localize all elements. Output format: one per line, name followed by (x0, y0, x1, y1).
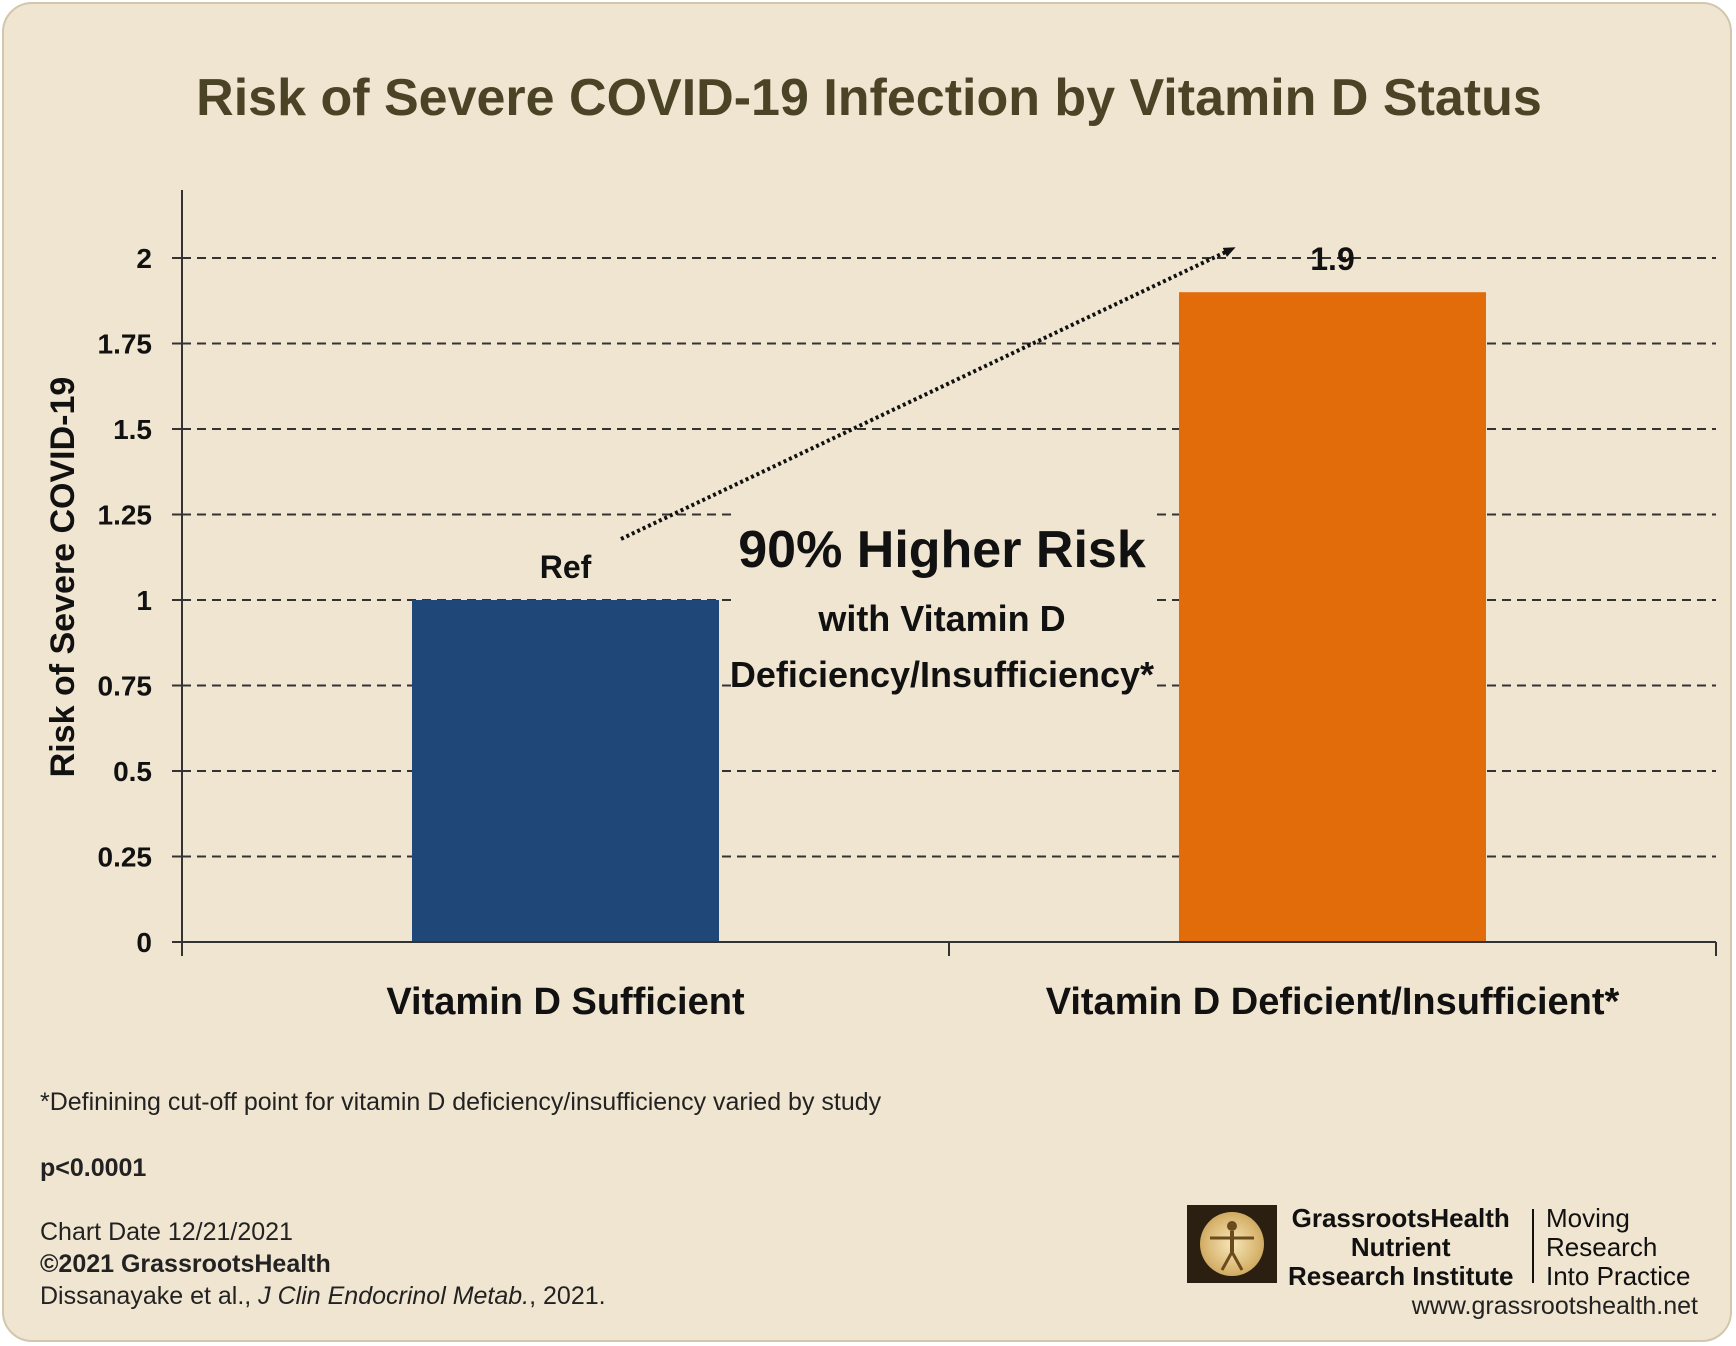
citation-year: , 2021. (529, 1282, 606, 1310)
citation-authors: Dissanayake et al., (40, 1282, 259, 1310)
vitruvian-logo-icon (1187, 1205, 1277, 1283)
copyright: ©2021 GrassrootsHealth (40, 1250, 331, 1278)
bar (412, 600, 719, 942)
labels: 0 0.25 0.5 0.75 1 1.25 1.5 1.75 2 Ref Vitamin D Su… (98, 241, 1620, 1023)
y-tick-label: 0.5 (113, 756, 152, 787)
brand-tagline: Moving Research Into Practice (1546, 1204, 1691, 1291)
annotation-background (732, 504, 1152, 709)
annotation-line-2: Deficiency/Insufficiency* (730, 654, 1154, 695)
bars (412, 292, 1486, 942)
brand-name: GrassrootsHealth Nutrient Research Insti… (1288, 1204, 1513, 1291)
footnote: *Definining cut-off point for vitamin D … (40, 1088, 882, 1116)
bar (1179, 292, 1486, 942)
annotation-backdrop (732, 504, 1152, 709)
brand-divider (1532, 1209, 1534, 1283)
tagline-line-1: Moving (1546, 1203, 1630, 1233)
tagline-line-2: Research (1546, 1232, 1658, 1262)
y-axis-label: Risk of Severe COVID-19 (44, 377, 82, 778)
brand-line-2: Nutrient (1350, 1232, 1451, 1262)
y-tick-label: 1.25 (98, 500, 153, 531)
annotation-line-1: with Vitamin D (817, 598, 1065, 639)
y-tick-label: 2 (136, 243, 152, 274)
p-value: p<0.0001 (40, 1154, 147, 1182)
y-tick-label: 0 (136, 927, 152, 958)
trend-arrow (620, 247, 1236, 541)
data-label: Ref (540, 549, 592, 585)
axes (172, 190, 1717, 956)
y-tick-label: 0.25 (98, 842, 153, 873)
y-tick-label: 1.75 (98, 329, 153, 360)
annotation-headline: 90% Higher Risk (738, 521, 1146, 579)
brand-line-1: GrassrootsHealth (1291, 1203, 1510, 1233)
y-tick-label: 0.75 (98, 671, 153, 702)
chart: Risk of Severe COVID-19 Infection by Vit… (44, 69, 1717, 1023)
chart-date: Chart Date 12/21/2021 (40, 1218, 293, 1246)
chart-title: Risk of Severe COVID-19 Infection by Vit… (196, 69, 1542, 127)
citation: Dissanayake et al., J Clin Endocrinol Me… (40, 1282, 606, 1311)
x-category-label: Vitamin D Sufficient (386, 981, 745, 1023)
website-url[interactable]: www.grassrootshealth.net (1411, 1292, 1698, 1320)
tagline-line-3: Into Practice (1546, 1261, 1691, 1291)
data-label: 1.9 (1310, 241, 1354, 277)
citation-journal: J Clin Endocrinol Metab. (258, 1282, 530, 1310)
brand-line-3: Research Institute (1288, 1261, 1514, 1291)
annotation: 90% Higher Risk with Vitamin D Deficienc… (620, 247, 1236, 695)
y-tick-label: 1 (136, 585, 152, 616)
y-tick-label: 1.5 (113, 414, 152, 445)
x-category-label: Vitamin D Deficient/Insufficient* (1046, 981, 1620, 1023)
